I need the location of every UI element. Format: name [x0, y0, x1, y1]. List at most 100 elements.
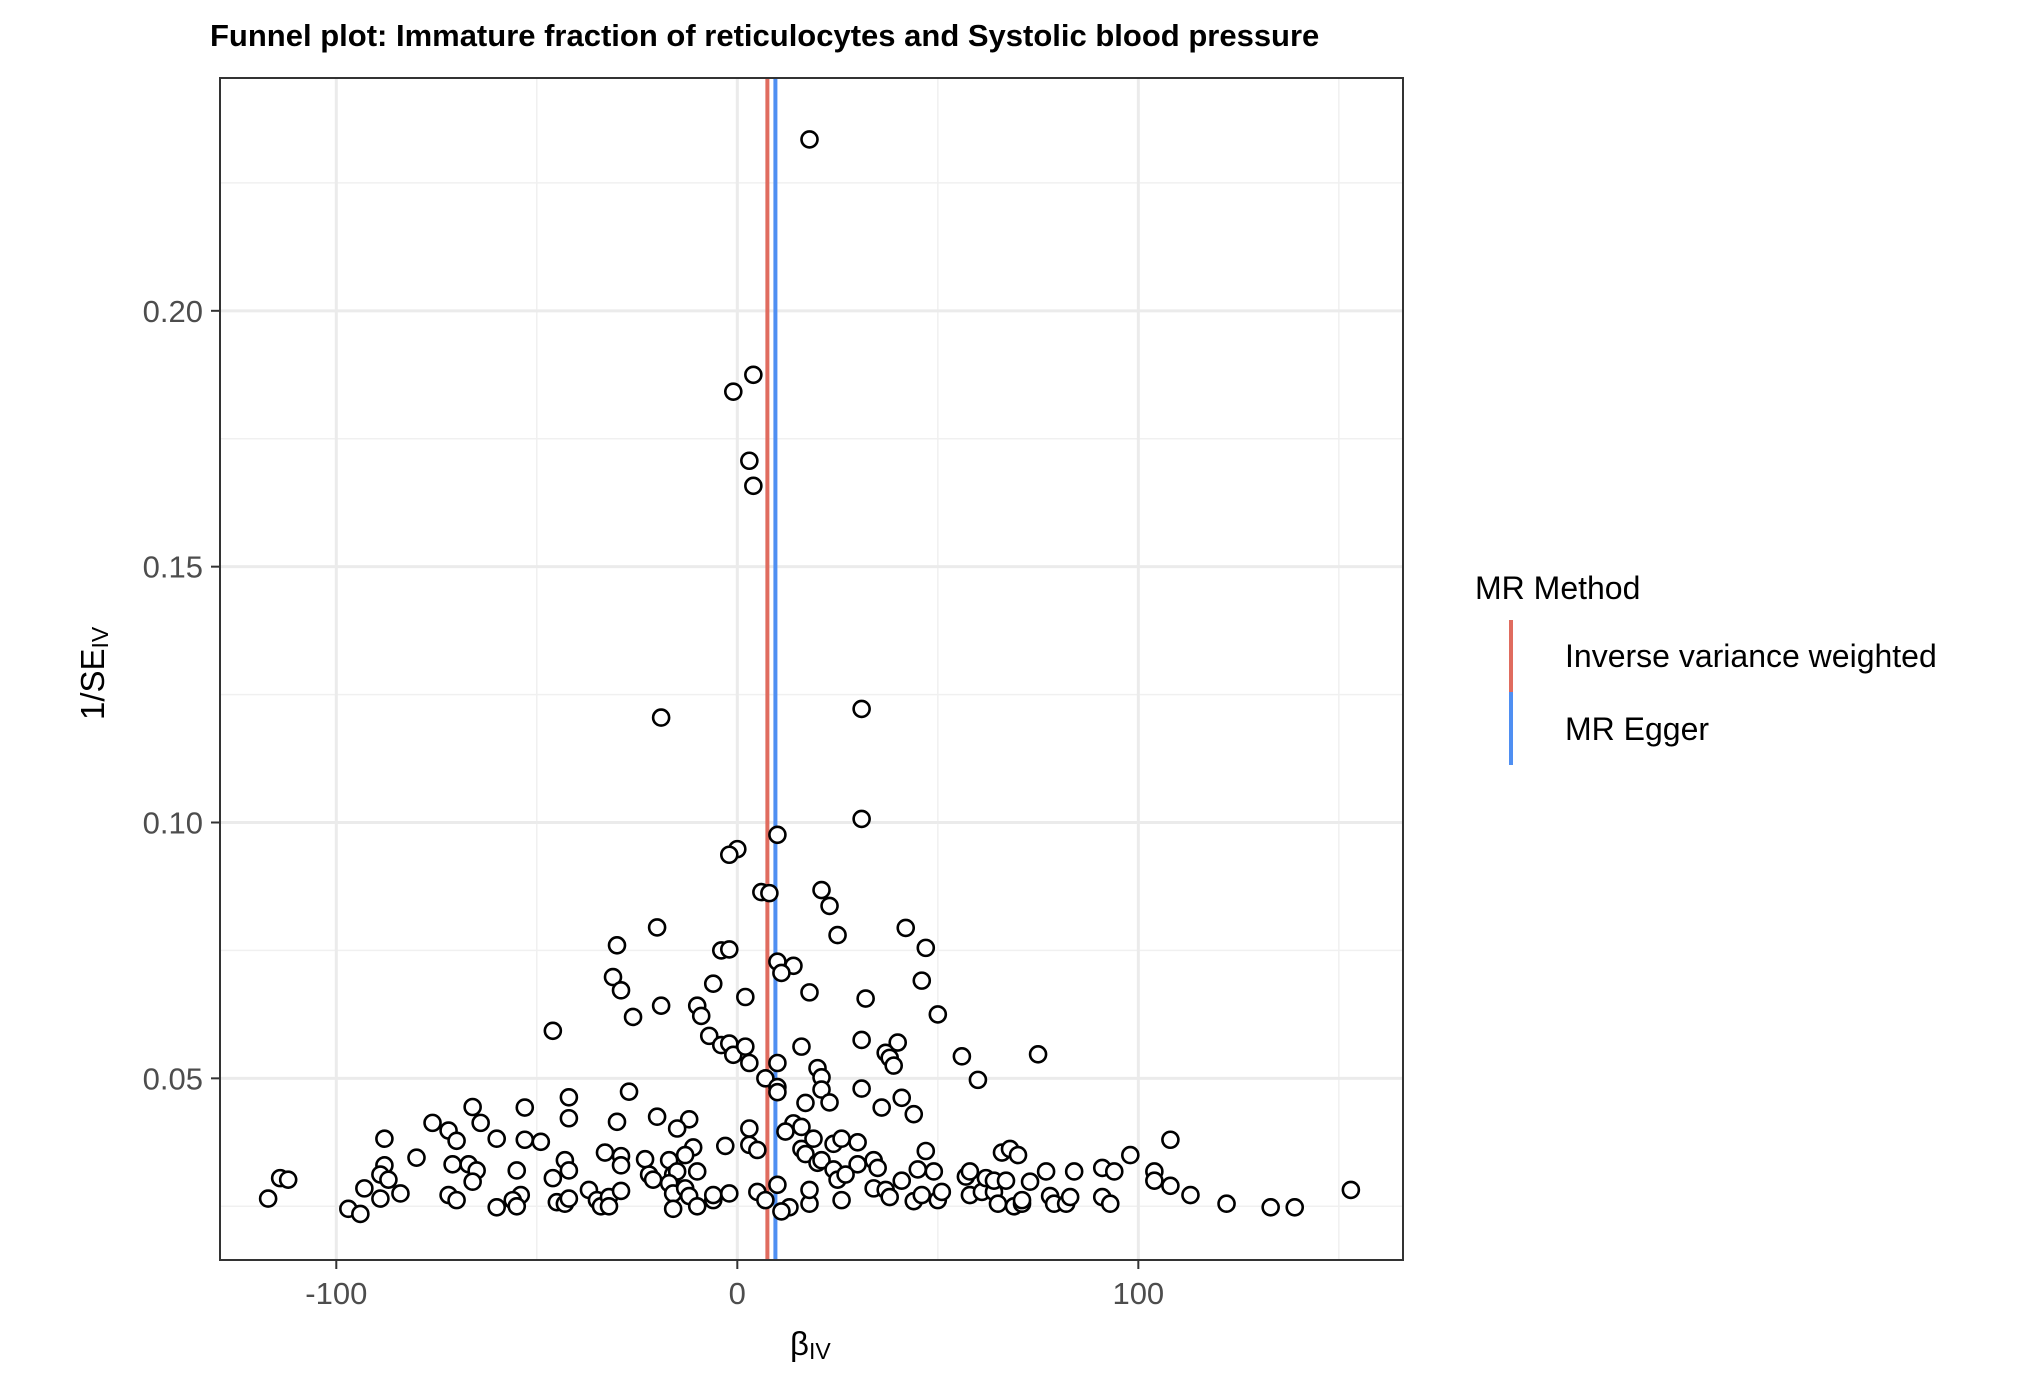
data-point	[804, 1129, 823, 1149]
data-point	[687, 1162, 707, 1181]
data-point	[768, 1053, 787, 1073]
data-point	[1064, 1162, 1084, 1181]
data-point	[1181, 1185, 1200, 1205]
y-axis-title: 1/SEIV	[74, 626, 113, 720]
data-point	[772, 1202, 791, 1221]
data-point	[635, 1149, 655, 1169]
data-point	[607, 1112, 627, 1132]
data-point	[744, 365, 763, 385]
data-point	[595, 1143, 615, 1162]
data-point	[796, 1144, 815, 1164]
data-point	[892, 1171, 912, 1190]
data-point	[852, 809, 871, 829]
data-point	[463, 1097, 482, 1117]
data-point	[908, 1160, 928, 1179]
data-point	[760, 883, 779, 903]
data-point	[868, 1158, 887, 1178]
data-point	[736, 987, 755, 1007]
data-point	[896, 918, 916, 938]
data-point	[643, 1170, 663, 1189]
data-point	[892, 1088, 912, 1108]
data-point	[912, 971, 932, 990]
data-point	[487, 1129, 507, 1149]
data-point	[836, 1165, 855, 1184]
data-point	[375, 1129, 394, 1149]
data-point	[812, 880, 831, 900]
plot-panel-border	[219, 77, 1404, 1261]
data-point	[647, 918, 667, 937]
x-tick-label: 100	[1112, 1276, 1164, 1311]
data-point	[507, 1196, 527, 1216]
data-point	[968, 1070, 988, 1090]
data-point	[832, 1190, 851, 1210]
data-point	[447, 1190, 466, 1210]
data-point	[1104, 1162, 1124, 1181]
data-point	[371, 1189, 390, 1208]
data-point	[768, 1175, 787, 1195]
y-axis-title-sub: IV	[87, 626, 113, 648]
data-point	[611, 1181, 631, 1201]
data-point	[800, 1180, 819, 1200]
data-point	[916, 1141, 936, 1161]
data-point	[756, 1069, 775, 1088]
data-point	[1261, 1197, 1280, 1217]
data-point	[872, 1098, 891, 1117]
data-point	[988, 1194, 1008, 1214]
x-axis-title: βIV	[790, 1325, 831, 1364]
data-point	[800, 983, 819, 1002]
data-point	[996, 1171, 1016, 1190]
data-point	[904, 1104, 924, 1124]
data-point	[599, 1196, 619, 1216]
x-axis-title-sub: IV	[809, 1338, 831, 1364]
data-point	[724, 382, 743, 401]
data-point	[1217, 1194, 1236, 1214]
data-point	[740, 1119, 759, 1138]
data-point	[719, 845, 739, 865]
chart-title: Funnel plot: Immature fraction of reticu…	[210, 18, 1319, 53]
data-point	[744, 476, 763, 496]
legend-title: MR Method	[1475, 570, 1640, 606]
data-point	[1036, 1162, 1056, 1181]
data-point	[559, 1189, 579, 1208]
data-point	[912, 1185, 932, 1205]
data-point	[1008, 1145, 1028, 1165]
y-tick-label: 0.20	[143, 294, 203, 329]
data-point	[768, 825, 787, 845]
data-point	[559, 1108, 579, 1128]
data-point	[740, 1053, 759, 1073]
data-point	[278, 1170, 298, 1189]
x-tick-label: -100	[305, 1276, 367, 1311]
data-point	[611, 1156, 631, 1175]
data-point	[471, 1113, 490, 1133]
axis-ticks: -100 0 100 0.05 0.10 0.15 0.20	[143, 294, 1165, 1311]
data-point	[351, 1204, 370, 1224]
y-tick-label: 0.10	[143, 806, 203, 841]
y-tick-label: 0.15	[143, 550, 203, 585]
data-point	[687, 1196, 707, 1216]
data-point	[1100, 1194, 1120, 1214]
data-point	[515, 1098, 535, 1117]
data-point	[820, 1093, 839, 1112]
data-point	[443, 1155, 462, 1174]
data-point	[852, 699, 871, 719]
data-point	[543, 1168, 563, 1188]
data-point	[820, 896, 839, 916]
data-point	[800, 130, 819, 149]
data-point	[543, 1021, 563, 1041]
data-point	[756, 1190, 775, 1210]
legend-label-ivw: Inverse variance weighted	[1565, 638, 1937, 674]
data-point	[258, 1189, 278, 1208]
data-point	[379, 1170, 398, 1189]
data-point	[812, 1150, 831, 1170]
data-point	[531, 1132, 551, 1152]
data-point	[515, 1130, 535, 1150]
data-point	[407, 1148, 426, 1167]
data-point	[852, 1079, 871, 1098]
data-point	[679, 1109, 699, 1129]
data-point	[856, 989, 875, 1008]
data-point	[1012, 1190, 1032, 1210]
data-point	[1341, 1180, 1361, 1200]
data-point	[916, 938, 936, 958]
data-points	[258, 130, 1361, 1224]
data-point	[1161, 1130, 1180, 1150]
